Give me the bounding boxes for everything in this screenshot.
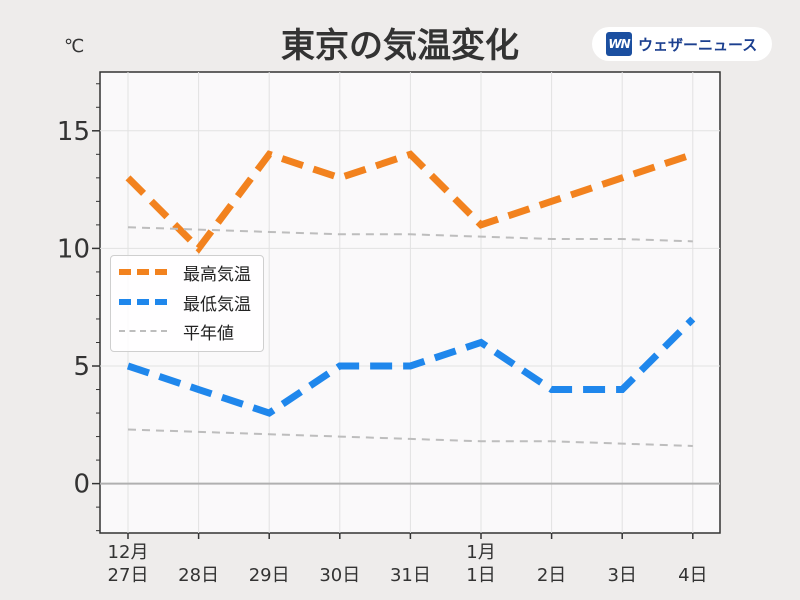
x-tick-label: 29日	[249, 565, 290, 586]
legend-label-normal: 平年値	[183, 323, 234, 344]
y-tick-label: 0	[73, 470, 90, 500]
chart-legend: 最高気温 最低気温 平年値	[110, 255, 264, 352]
x-tick-label: 4日	[678, 565, 707, 586]
weathernews-logo-mark: WN	[606, 32, 632, 56]
x-tick-label: 31日	[390, 565, 431, 586]
legend-swatch-normal	[119, 330, 167, 332]
weathernews-logo-text: ウェザーニュース	[638, 35, 758, 54]
x-tick-label: 28日	[178, 565, 219, 586]
x-tick-label: 3日	[607, 565, 636, 586]
y-axis-unit-label: ℃	[64, 36, 85, 57]
x-tick-label: 2日	[537, 565, 566, 586]
legend-item-low: 最低気温	[119, 290, 251, 315]
y-tick-label: 10	[57, 234, 90, 264]
x-tick-label: 12月	[108, 542, 149, 563]
legend-swatch-low	[119, 299, 167, 305]
legend-item-normal: 平年値	[119, 319, 234, 344]
legend-label-high: 最高気温	[183, 264, 251, 285]
y-tick-label: 15	[57, 117, 90, 147]
weathernews-logo: WN ウェザーニュース	[592, 27, 772, 61]
chart-title: 東京の気温変化	[281, 26, 519, 66]
x-tick-label: 30日	[319, 565, 360, 586]
legend-swatch-high	[119, 269, 167, 275]
x-tick-label: 1月	[466, 542, 495, 563]
y-tick-label: 5	[73, 352, 90, 382]
legend-item-high: 最高気温	[119, 260, 251, 285]
legend-label-low: 最低気温	[183, 294, 251, 315]
x-tick-label: 1日	[466, 565, 495, 586]
x-tick-label: 27日	[108, 565, 149, 586]
